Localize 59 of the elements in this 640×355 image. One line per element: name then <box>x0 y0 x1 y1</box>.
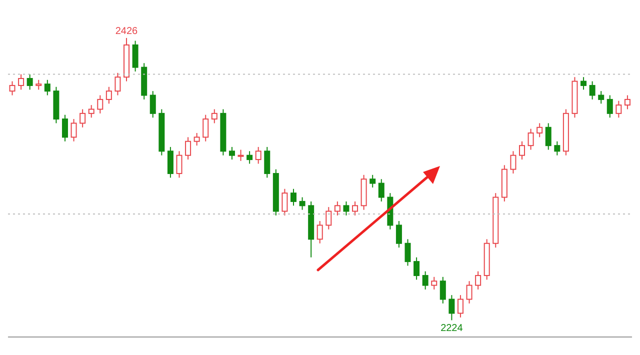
candlestick <box>299 196 306 210</box>
candlestick <box>80 108 86 128</box>
candlestick <box>554 140 560 156</box>
candlestick <box>97 94 104 114</box>
candlestick <box>440 276 446 304</box>
candlestick <box>132 40 138 72</box>
candlestick <box>70 118 77 142</box>
candlestick <box>114 72 121 96</box>
candlestick <box>370 174 376 188</box>
candlestick <box>202 114 209 142</box>
candlestick <box>44 79 50 96</box>
annotation: 2224 <box>440 323 464 334</box>
candlestick <box>352 200 358 216</box>
candlestick <box>316 220 323 244</box>
candlestick <box>255 146 262 164</box>
annotation: 2426 <box>115 26 138 37</box>
candlestick <box>176 150 182 178</box>
candlestick <box>167 146 174 178</box>
candlestick <box>624 94 630 110</box>
candlestick <box>18 74 24 90</box>
candlestick <box>26 74 33 90</box>
candlestick <box>264 146 270 178</box>
candlestick <box>422 270 428 290</box>
candlestick <box>326 206 332 230</box>
candlestick <box>457 294 464 318</box>
candlestick <box>580 76 587 90</box>
candlestick <box>290 188 296 206</box>
candlestick <box>414 256 420 280</box>
candlestick <box>616 100 622 118</box>
candlestick <box>404 238 411 266</box>
candlestick <box>510 150 516 174</box>
candlestick <box>528 128 534 150</box>
candlestick <box>378 178 384 202</box>
candlestick <box>343 200 350 216</box>
candlestick <box>334 200 340 216</box>
candlestick <box>448 294 455 321</box>
candlestick <box>545 122 552 150</box>
candlestick <box>246 150 253 164</box>
candlestick <box>475 270 482 290</box>
candlestick <box>36 79 42 90</box>
candlestick <box>62 114 68 142</box>
candlestick <box>9 80 16 96</box>
candlestick <box>396 220 402 248</box>
candlestick <box>185 136 192 160</box>
candlestick <box>606 94 613 118</box>
candlestick <box>211 108 218 124</box>
candlestick <box>536 122 543 138</box>
candlestick <box>282 188 288 216</box>
candlestick <box>150 90 156 118</box>
candlestick <box>238 149 244 162</box>
candlestick <box>194 132 200 146</box>
candlestick <box>519 140 526 160</box>
candlestick <box>106 86 112 104</box>
candlestick <box>228 146 235 160</box>
candlestick <box>598 90 604 104</box>
candlestick <box>466 280 472 304</box>
candlestick <box>431 276 438 290</box>
candlestick <box>88 104 94 118</box>
candlestick <box>589 80 596 100</box>
